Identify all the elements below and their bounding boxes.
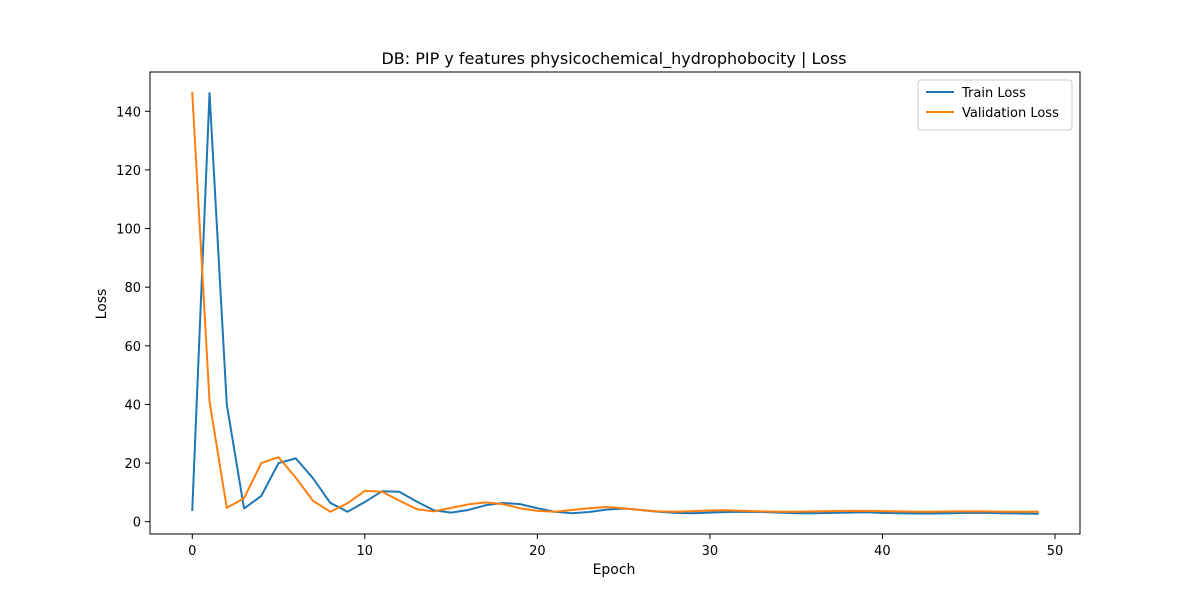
legend-box	[917, 79, 1073, 131]
y-tick-label: 60	[124, 340, 141, 355]
series-line-train-loss	[191, 92, 1039, 515]
x-axis-label: Epoch	[593, 562, 636, 578]
y-tick-label: 20	[124, 457, 141, 472]
x-tick-label: 50	[1047, 544, 1064, 559]
legend-label-train-loss: Train Loss	[961, 86, 1026, 101]
y-tick-label: 0	[133, 516, 141, 531]
y-tick-label: 80	[124, 281, 141, 296]
y-tick-label: 100	[116, 223, 141, 238]
x-axis: 0 10 20 30 40 50	[188, 534, 1063, 559]
plot-frame	[149, 71, 1081, 535]
x-tick-label: 20	[529, 544, 546, 559]
y-tick-label: 140	[116, 105, 141, 120]
y-tick-label: 40	[124, 398, 141, 413]
y-axis: 0 20 40 60 80 100 120 140	[116, 105, 150, 531]
x-tick-label: 0	[188, 544, 196, 559]
series-line-validation-loss	[191, 91, 1039, 513]
x-tick-label: 40	[874, 544, 891, 559]
legend: Train Loss Validation Loss	[917, 79, 1073, 131]
chart-title: DB: PIP y features physicochemical_hydro…	[381, 49, 846, 69]
x-tick-label: 10	[357, 544, 374, 559]
plot-area	[149, 71, 1081, 535]
legend-label-validation-loss: Validation Loss	[962, 106, 1059, 121]
x-tick-label: 30	[702, 544, 719, 559]
y-tick-label: 120	[116, 164, 141, 179]
y-axis-label: Loss	[94, 289, 110, 320]
